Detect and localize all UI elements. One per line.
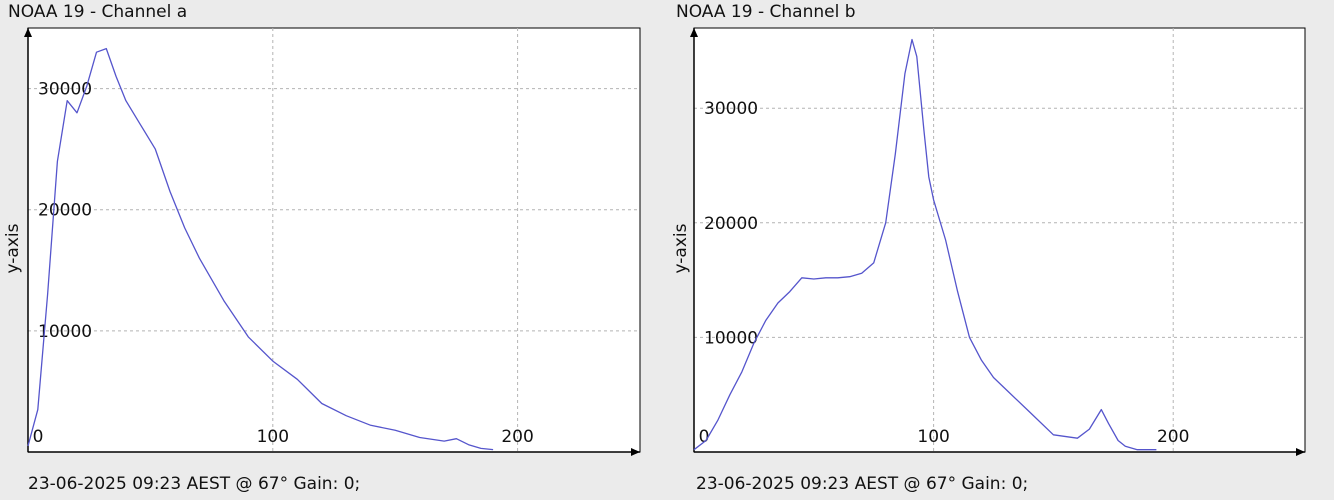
y-tick-label: 20000 (704, 214, 758, 234)
chart-title: NOAA 19 - Channel a (8, 2, 188, 22)
series-line (27, 47, 494, 451)
x-axis-arrow (1296, 448, 1305, 456)
chart-plot-b: 0 100 200 10000 20000 30000 y-axis (671, 27, 1306, 456)
y-tick-label: 30000 (38, 80, 92, 100)
y-tick-label: 30000 (704, 99, 758, 119)
x-tick-label: 100 (257, 427, 289, 447)
status-footer: 23-06-2025 09:23 AEST @ 67° Gain: 0; (696, 474, 1029, 494)
status-footer: 23-06-2025 09:23 AEST @ 67° Gain: 0; (28, 474, 361, 494)
plot-area (27, 27, 641, 453)
chart-panel-a: NOAA 19 - Channel a 0 100 200 10000 20000 300… (0, 0, 641, 500)
chart-panel-b: NOAA 19 - Channel b 0 100 200 10000 20000 300… (668, 0, 1308, 500)
y-tick-label: 10000 (38, 322, 92, 342)
x-tick-label: 200 (1157, 427, 1189, 447)
x-axis-arrow (631, 448, 640, 456)
x-tick-label: 100 (917, 427, 949, 447)
x-tick-label: 0 (33, 427, 44, 447)
y-tick-label: 20000 (38, 201, 92, 221)
y-axis-title: y-axis (671, 223, 691, 273)
chart-title: NOAA 19 - Channel b (676, 2, 856, 22)
y-axis-arrow (690, 28, 698, 37)
plot-area (693, 27, 1306, 453)
x-tick-label: 0 (699, 427, 710, 447)
series-line (693, 38, 1157, 451)
y-axis-arrow (24, 28, 32, 37)
y-tick-label: 10000 (704, 328, 758, 348)
y-axis-title: y-axis (3, 223, 23, 273)
chart-plot-a: 0 100 200 10000 20000 30000 y-axis (3, 27, 641, 456)
x-tick-label: 200 (501, 427, 533, 447)
